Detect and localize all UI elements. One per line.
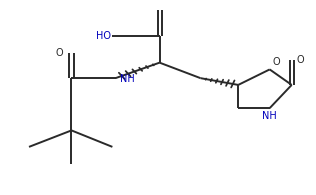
Text: HO: HO — [96, 31, 111, 41]
Text: NH: NH — [262, 111, 277, 121]
Text: O: O — [56, 48, 64, 58]
Text: O: O — [273, 58, 281, 67]
Text: NH: NH — [120, 74, 135, 84]
Text: O: O — [296, 55, 304, 65]
